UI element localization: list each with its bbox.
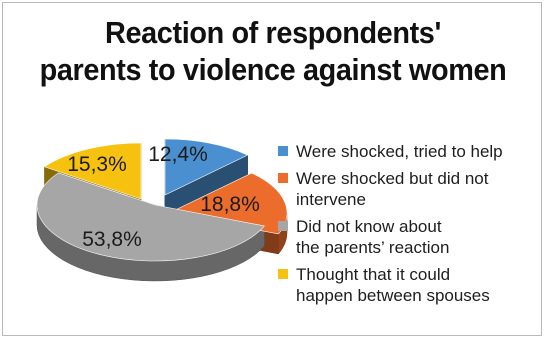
pie-slice-4 (43, 142, 142, 200)
chart-frame (2, 2, 542, 336)
chart-title-line-1: Reaction of respondents' (105, 15, 441, 50)
chart-title: Reaction of respondents' parents to viol… (19, 14, 527, 88)
pie-data-label-3: 53,8% (82, 228, 142, 251)
pie-data-label-2: 18,8% (200, 193, 260, 216)
pie-tops (36, 138, 288, 262)
legend-item-1: Were shocked, tried to help (278, 141, 540, 162)
legend: Were shocked, tried to help Were shocked … (278, 141, 540, 312)
legend-item-3: Did not know about the parents’ reaction (278, 216, 540, 258)
legend-swatch-2 (278, 173, 288, 183)
legend-label-2: Were shocked but did not intervene (296, 169, 489, 209)
legend-label-1: Were shocked, tried to help (296, 142, 503, 161)
legend-swatch-1 (278, 146, 288, 156)
legend-label-4: Thought that it could happen between spo… (296, 265, 490, 305)
pie-data-label-4: 15,3% (67, 153, 127, 176)
legend-swatch-3 (278, 221, 288, 231)
legend-swatch-4 (278, 269, 288, 279)
pie-slice-3 (36, 172, 265, 262)
pie-data-label-1: 12,4% (148, 143, 208, 166)
legend-item-4: Thought that it could happen between spo… (278, 264, 540, 306)
legend-label-3: Did not know about the parents’ reaction (296, 217, 450, 257)
chart-title-line-2: parents to violence against women (39, 52, 507, 87)
legend-item-2: Were shocked but did not intervene (278, 168, 540, 210)
pie-slice-1 (164, 138, 249, 196)
